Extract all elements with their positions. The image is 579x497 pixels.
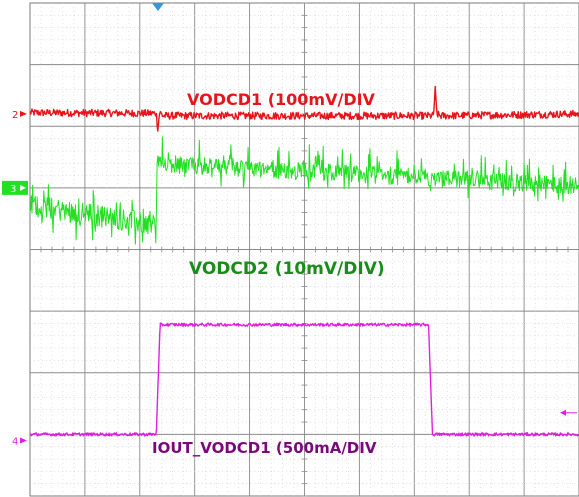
channel-3-number: 3 <box>10 184 16 195</box>
series-line-4 <box>29 322 579 437</box>
channel-4-arrow <box>20 437 27 444</box>
traces <box>29 85 579 437</box>
channel-3-arrow <box>20 184 26 191</box>
channel-2-number: 2 <box>12 110 18 121</box>
channel-2-arrow <box>20 110 27 117</box>
graticule <box>29 2 579 497</box>
channel-4-right-arrow <box>560 409 566 416</box>
channel-markers: 2 3 4 <box>2 110 577 448</box>
series-line-2 <box>29 85 579 132</box>
trigger-marker <box>152 3 164 11</box>
channel-4-number: 4 <box>12 437 18 448</box>
series-label-iout: IOUT_VODCD1 (500mA/DIV <box>152 439 377 457</box>
series-label-vodcd2: VODCD2 (10mV/DIV) <box>189 259 385 279</box>
channel-3-marker <box>2 180 28 195</box>
series-line-3 <box>29 136 579 245</box>
series-label-vodcd1: VODCD1 (100mV/DIV <box>187 90 376 109</box>
